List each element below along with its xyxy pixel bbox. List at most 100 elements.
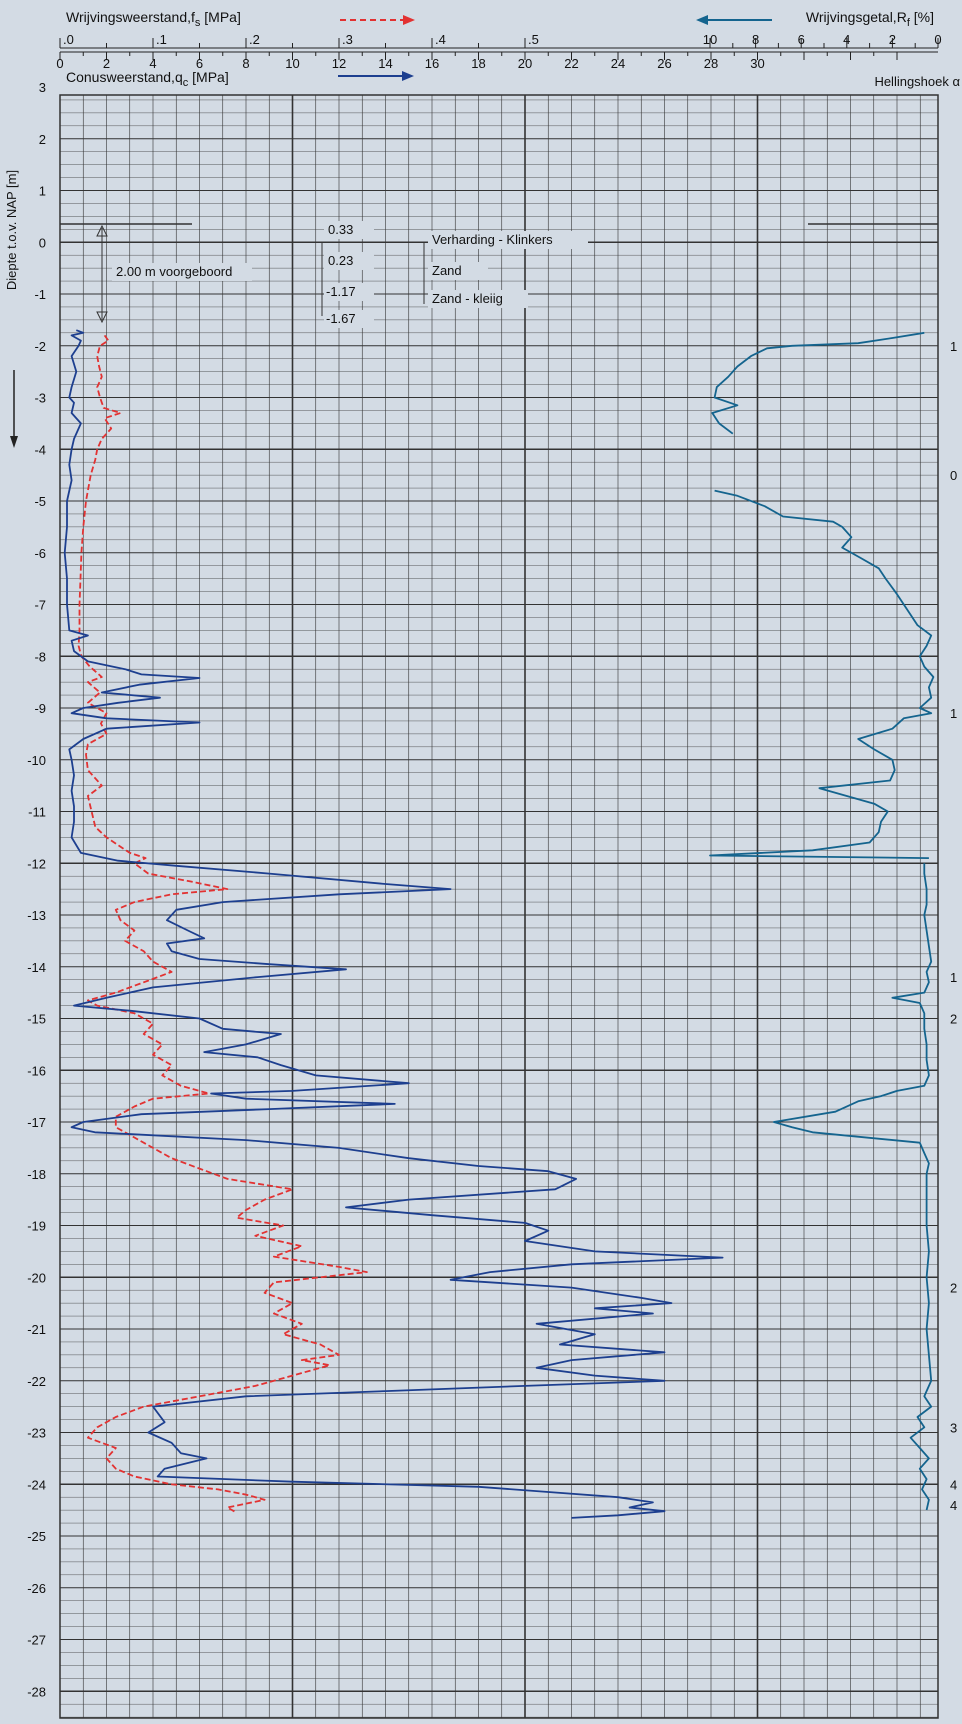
depth-tick-label: -28 [27,1684,46,1699]
depth-tick-label: -3 [34,391,46,406]
depth-tick-label: -10 [27,753,46,768]
qc-tick-label: 14 [378,56,392,71]
predrill-label: 2.00 m voorgeboord [116,264,232,279]
layer-depth-3: -1.17 [326,284,356,299]
depth-tick-label: -23 [27,1426,46,1441]
depth-tick-label: 3 [39,80,46,95]
depth-tick-label: -22 [27,1374,46,1389]
qc-tick-label: 26 [657,56,671,71]
rf-tick-label: 10 [703,32,717,47]
qc-tick-label: 10 [285,56,299,71]
angle-reading: 1 [950,339,957,354]
qc-tick-label: 6 [196,56,203,71]
top-tick-marks [59,38,939,60]
angle-reading: 2 [950,1012,957,1027]
fs-tick-label: .1 [156,32,167,47]
depth-tick-labels: 3 2 1 0 -1 -2 -3 -4 -5 -6 -7 -8 -9 -10 -11 -12 -13 -14 -15… [27,80,46,1699]
fs-tick-label: .0 [63,32,74,47]
depth-tick-label: 1 [39,184,46,199]
qc-tick-label: 20 [518,56,532,71]
angle-reading: 1 [950,706,957,721]
rf-legend-arrow [696,15,772,25]
angle-axis-title: Hellingshoek α [874,74,960,89]
rf-tick-labels: 10 8 6 4 2 0 [703,32,942,47]
qc-tick-label: 22 [564,56,578,71]
rf-tick-label: 6 [798,32,805,47]
rf-tick-label: 2 [889,32,896,47]
depth-direction-arrow [10,370,18,448]
qc-tick-label: 18 [471,56,485,71]
depth-tick-label: -26 [27,1581,46,1596]
depth-tick-label: -24 [27,1477,46,1492]
depth-tick-label: -16 [27,1063,46,1078]
depth-tick-label: -9 [34,701,46,716]
rf-series-line [711,331,925,435]
qc-tick-label: 0 [56,56,63,71]
fs-series-line [77,334,368,1514]
depth-tick-label: -5 [34,494,46,509]
layer-depth-2: 0.23 [328,253,353,268]
layer-description-1: Verharding - Klinkers [432,232,553,247]
fs-tick-label: .4 [435,32,446,47]
rf-series-line [709,489,935,859]
qc-tick-label: 30 [750,56,764,71]
grid [59,95,938,1718]
series-group [63,329,935,1519]
depth-tick-label: -18 [27,1167,46,1182]
depth-tick-label: -1 [34,287,46,302]
qc-tick-labels: 0 2 4 6 8 10 12 14 16 18 20 22 24 26 28 30 [56,56,764,71]
depth-tick-label: -4 [34,442,46,457]
predrill-annotation: 2.00 m voorgeboord [60,223,938,324]
angle-reading: 2 [950,1281,957,1296]
depth-tick-label: -15 [27,1012,46,1027]
layer-description-3: Zand - kleiig [432,291,503,306]
qc-axis-title: Conusweerstand,qc [MPa] [66,69,229,89]
angle-reading: 1 [950,970,957,985]
qc-tick-label: 16 [425,56,439,71]
fs-legend-arrow [340,15,415,25]
qc-tick-label: 2 [103,56,110,71]
rf-axis-title: Wrijvingsgetal,Rf [%] [806,9,934,29]
fs-tick-label: .2 [249,32,260,47]
rf-tick-label: 0 [934,32,941,47]
angle-readings: 1 0 1 1 2 2 3 4 4 [950,339,957,1513]
qc-tick-label: 12 [332,56,346,71]
depth-tick-label: 0 [39,235,46,250]
depth-tick-label: -13 [27,908,46,923]
depth-tick-label: -2 [34,339,46,354]
top-axes [60,47,938,53]
depth-tick-label: -6 [34,546,46,561]
depth-axis-title: Diepte t.o.v. NAP [m] [4,170,19,290]
rf-tick-label: 8 [752,32,759,47]
fs-tick-labels: .0 .1 .2 .3 .4 .5 [63,32,539,47]
depth-tick-label: -17 [27,1115,46,1130]
depth-tick-label: -19 [27,1219,46,1234]
depth-tick-label: -21 [27,1322,46,1337]
depth-tick-label: -12 [27,856,46,871]
fs-tick-label: .5 [528,32,539,47]
qc-tick-label: 28 [704,56,718,71]
depth-tick-label: -20 [27,1270,46,1285]
layer-description-2: Zand [432,263,462,278]
qc-tick-label: 4 [149,56,156,71]
depth-tick-label: -25 [27,1529,46,1544]
qc-legend-arrow [338,71,414,81]
angle-reading: 3 [950,1420,957,1435]
fs-axis-title: Wrijvingsweerstand,fs [MPa] [66,9,241,29]
qc-series-line [63,329,724,1519]
rf-series-line [772,863,933,1511]
depth-tick-label: -7 [34,598,46,613]
depth-tick-label: -14 [27,960,46,975]
depth-tick-label: -27 [27,1633,46,1648]
plot-area [59,94,939,1719]
qc-tick-label: 8 [242,56,249,71]
rf-tick-label: 4 [843,32,850,47]
depth-tick-label: 2 [39,132,46,147]
soil-layers: 0.33 0.23 -1.17 -1.67 Verharding - Klink… [321,221,588,328]
qc-tick-label: 24 [611,56,625,71]
layer-depth-4: -1.67 [326,311,356,326]
depth-tick-label: -8 [34,649,46,664]
angle-reading: 4 [950,1477,957,1492]
angle-reading: 4 [950,1498,957,1513]
